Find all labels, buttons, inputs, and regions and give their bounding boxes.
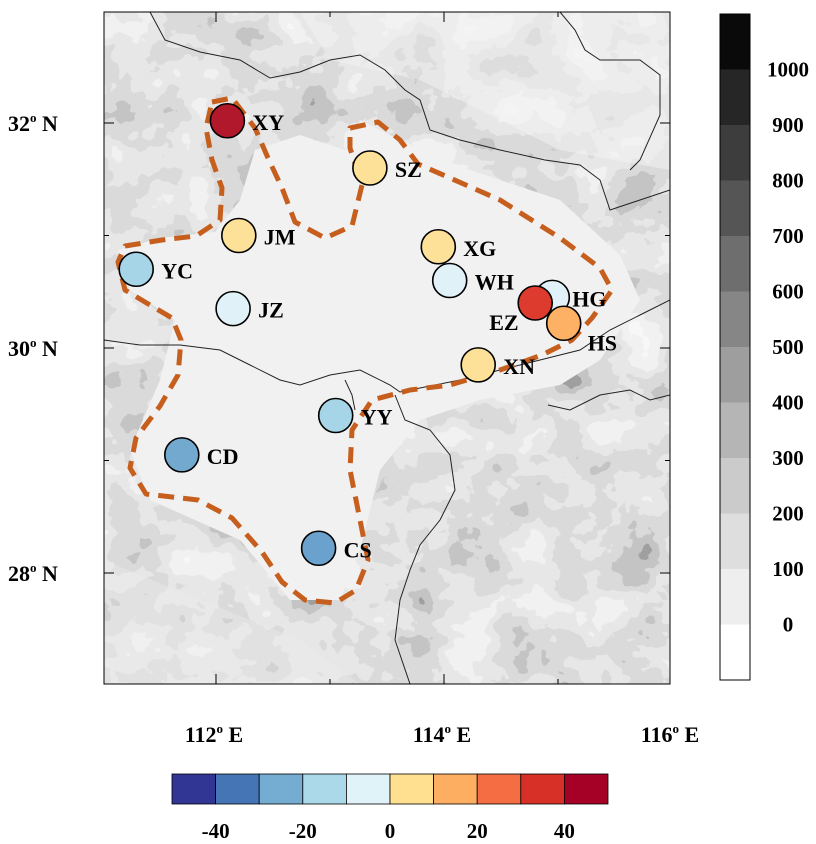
y-tick-label: 28o N [8, 560, 58, 586]
elevation-swatch [720, 347, 750, 403]
elevation-swatch [720, 180, 750, 237]
station-label: JZ [258, 298, 284, 323]
station-label: JM [264, 225, 296, 250]
elevation-label: 800 [772, 169, 804, 193]
station-marker [431, 262, 468, 299]
station-label: XY [252, 110, 284, 135]
station-marker [317, 397, 354, 434]
y-tick-label: 30o N [8, 335, 58, 361]
elevation-label: 700 [772, 224, 804, 248]
station-cs: CS [300, 530, 372, 567]
value-swatch [345, 773, 391, 805]
elevation-swatch [720, 624, 750, 681]
elevation-label: 500 [772, 335, 804, 359]
value-swatch [215, 773, 260, 805]
station-yy: YY [317, 397, 393, 434]
elevation-swatch [720, 69, 750, 126]
elevation-label: 400 [772, 391, 804, 415]
elevation-label: 300 [772, 446, 804, 470]
value-label: 20 [467, 819, 488, 843]
station-marker [209, 102, 246, 139]
elevation-label: 0 [783, 613, 794, 637]
station-xy: XY [209, 102, 284, 139]
region-outline [115, 95, 615, 606]
station-cd: CD [164, 437, 239, 473]
station-jz: JZ [215, 290, 284, 327]
elevation-swatch [720, 125, 750, 181]
elevation-swatch [720, 569, 750, 625]
value-swatch [564, 773, 609, 805]
elevation-label: 900 [772, 113, 804, 137]
x-tick-label: 116o E [641, 721, 699, 747]
elevation-label: 600 [772, 280, 804, 304]
station-label: YC [161, 258, 193, 283]
value-swatch [476, 773, 522, 805]
station-jm: JM [221, 217, 296, 254]
station-wh: WH [431, 262, 514, 299]
province-borders [104, 12, 670, 684]
station-label: XN [503, 354, 535, 379]
elevation-swatch [720, 236, 750, 292]
station-label: CS [344, 537, 372, 562]
elevation-swatch [720, 402, 750, 459]
station-label: HG [572, 286, 606, 311]
station-marker [517, 285, 554, 321]
station-label: HS [588, 330, 617, 355]
station-label: YY [361, 405, 393, 430]
station-label: XG [463, 236, 496, 261]
station-marker [221, 217, 257, 254]
station-xg: XG [420, 228, 496, 265]
station-marker [215, 290, 251, 327]
station-yc: YC [118, 251, 193, 288]
value-swatch [433, 773, 478, 805]
station-xn: XN [460, 347, 535, 383]
station-hs: HS [545, 305, 617, 355]
station-label: WH [475, 270, 514, 295]
elevation-swatch [720, 513, 750, 570]
station-marker [420, 228, 457, 265]
elevation-swatch [720, 291, 750, 348]
lowland-north [104, 12, 670, 170]
elevation-label: 1000 [767, 58, 809, 82]
elevation-swatch [720, 458, 750, 514]
station-marker [545, 305, 582, 342]
elevation-colorbar-frame [719, 13, 751, 681]
lowland-south [104, 560, 360, 684]
value-colorbar: -40 -20 0 20 40 [171, 773, 609, 843]
elevation-swatch [720, 14, 750, 70]
value-swatch [389, 773, 434, 805]
value-label: -20 [289, 819, 317, 843]
station-label: SZ [395, 157, 422, 182]
map-axes: 112o E 114o E 116o E 32o N 30o N 28o N [8, 12, 699, 747]
value-swatch [302, 773, 347, 805]
station-sz: SZ [352, 150, 422, 186]
map-panel: XY SZ JM XG YC WH HG EZ HS JZ XN YY CD CS [104, 12, 670, 684]
value-label: -40 [202, 819, 230, 843]
station-marker [164, 437, 200, 473]
x-tick-label: 114o E [413, 721, 471, 747]
station-ez: EZ [489, 285, 554, 335]
x-tick-label: 112o E [185, 721, 243, 747]
value-label: 40 [554, 819, 575, 843]
value-swatch [171, 773, 216, 805]
station-label: EZ [489, 310, 518, 335]
station-label: CD [207, 444, 239, 469]
elevation-label: 100 [772, 557, 804, 581]
station-marker [300, 530, 337, 567]
elevation-label: 200 [772, 502, 804, 526]
value-swatch [520, 773, 565, 805]
value-label: 0 [385, 819, 396, 843]
value-swatch [258, 773, 304, 805]
station-marker [460, 347, 497, 383]
stations-layer: XY SZ JM XG YC WH HG EZ HS JZ XN YY CD CS [118, 102, 617, 567]
y-tick-label: 32o N [8, 110, 58, 136]
station-marker [352, 150, 388, 186]
station-marker [118, 251, 154, 288]
